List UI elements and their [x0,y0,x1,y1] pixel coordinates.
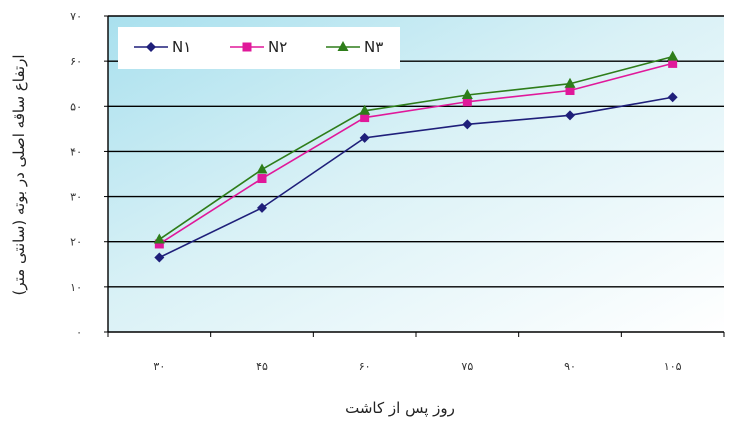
data-point-series-2 [668,58,678,68]
x-tick-label: ۳۰ [153,360,165,373]
data-point-series-2 [462,97,472,107]
data-point-series-3 [256,163,268,174]
legend-marker [146,42,156,52]
data-point-series-2 [257,174,267,184]
y-tick-label: ۶۰ [70,55,82,68]
series-line-3 [158,55,673,241]
y-tick-label: ۱۰ [70,281,82,294]
y-tick-label: ۲۰ [70,236,82,249]
legend-box [118,27,400,69]
data-point-series-3 [667,50,679,61]
y-tick-label: ۷۰ [70,10,82,23]
data-point-series-2 [360,113,370,123]
data-point-series-1 [565,110,575,121]
series-line-2 [158,62,673,245]
y-tick-label: ۵۰ [70,100,82,113]
data-point-series-1 [359,132,370,143]
legend-label: N۱ [172,38,191,56]
y-tick-label: ۳۰ [70,191,82,204]
data-point-series-3 [359,104,371,115]
x-tick-label: ۱۰۵ [664,360,682,373]
data-point-series-1 [462,119,473,130]
data-point-series-3 [153,233,165,244]
y-tick-label: ۰ [76,326,82,339]
legend: N۱ N۲ N۳ [118,27,400,69]
x-tick-label: ۶۰ [359,360,371,373]
data-point-series-1 [667,92,678,103]
data-point-series-2 [565,85,575,95]
data-point-series-1 [154,252,165,263]
legend-marker [337,41,349,51]
x-tick-label: ۷۵ [461,360,473,373]
x-axis-title: روز پس از کاشت [345,399,455,418]
data-point-series-3 [461,89,473,99]
x-tick-label: ۹۰ [564,360,576,373]
data-point-series-3 [564,77,576,88]
data-point-series-2 [154,239,164,249]
data-point-series-1 [257,202,267,213]
y-axis-title: ارتفاع ساقه اصلی در بوته (سانتی متر) [10,55,28,296]
grid [108,15,724,288]
legend-label: N۳ [364,38,383,56]
series-line-1 [158,96,673,259]
x-tick-label: ۴۵ [256,360,268,373]
legend-label: N۲ [268,38,287,56]
y-tick-label: ۴۰ [70,145,82,158]
axes: ۰ ۱۰ ۲۰ ۳۰ ۴۰ ۵۰ ۶۰ ۷۰ ۳۰ ۴۵ ۶۰ ۷۵ ۹۰ ۱۰۵ [70,10,725,373]
legend-marker [242,42,252,52]
series-group [153,50,679,263]
